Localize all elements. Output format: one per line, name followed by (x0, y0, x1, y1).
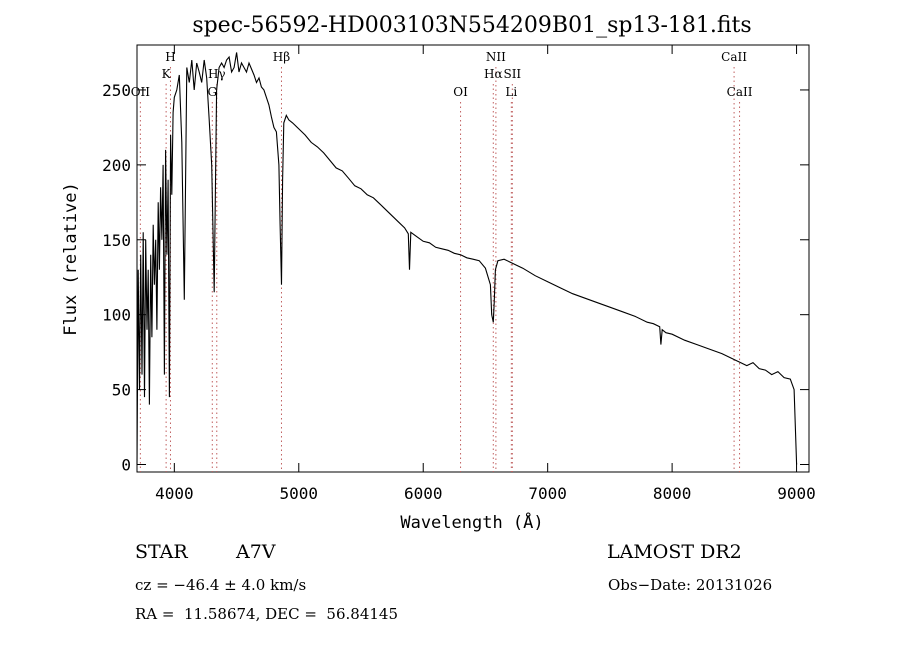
line-labels: OII KH G Hγ Hβ OI Hα NII Li SII CaII CaII (131, 50, 753, 99)
line-label: OII (131, 85, 151, 99)
x-axis-label: Wavelength (Å) (400, 511, 543, 533)
line-label: SII (503, 67, 521, 81)
line-label: Li (505, 85, 517, 99)
y-tick-label: 250 (102, 81, 131, 100)
cz-value: cz = −46.4 ± 4.0 km/s (135, 576, 307, 594)
line-label: G (207, 85, 217, 99)
x-tick-label: 9000 (777, 484, 816, 503)
y-tick-label: 0 (121, 456, 131, 475)
line-label: Hβ (273, 50, 290, 64)
y-axis-label: Flux (relative) (61, 182, 81, 336)
x-tick-label: 6000 (404, 484, 443, 503)
class-label: STAR (135, 541, 188, 563)
line-label: H (165, 50, 175, 64)
series-group (136, 52, 798, 465)
y-tick-label: 50 (112, 381, 131, 400)
line-label: CaII (727, 85, 753, 99)
x-tick-label: 5000 (280, 484, 319, 503)
survey-label: LAMOST DR2 (607, 541, 742, 563)
y-tick-label: 150 (102, 231, 131, 250)
chart-title: spec-56592-HD003103N554209B01_sp13-181.f… (192, 13, 751, 38)
ra-dec: RA = 11.58674, DEC = 56.84145 (135, 605, 399, 623)
line-label: Hα (484, 67, 503, 81)
y-axis: 0 50 100 150 200 250 (102, 81, 809, 475)
line-label: NII (486, 50, 506, 64)
plot-frame (136, 44, 810, 473)
x-tick-label: 7000 (528, 484, 567, 503)
x-tick-label: 4000 (155, 484, 194, 503)
y-tick-label: 200 (102, 156, 131, 175)
spectrum-line (136, 52, 798, 465)
obs-date: Obs−Date: 20131026 (608, 576, 773, 594)
x-tick-label: 8000 (653, 484, 692, 503)
line-label: CaII (721, 50, 747, 64)
subclass-label: A7V (236, 541, 276, 563)
line-label: Hγ (208, 67, 226, 81)
line-label: OI (453, 85, 468, 99)
line-markers (139, 67, 741, 472)
y-tick-label: 100 (102, 306, 131, 325)
x-axis: 4000 5000 6000 7000 8000 9000 (155, 45, 816, 503)
line-label: K (162, 67, 172, 81)
